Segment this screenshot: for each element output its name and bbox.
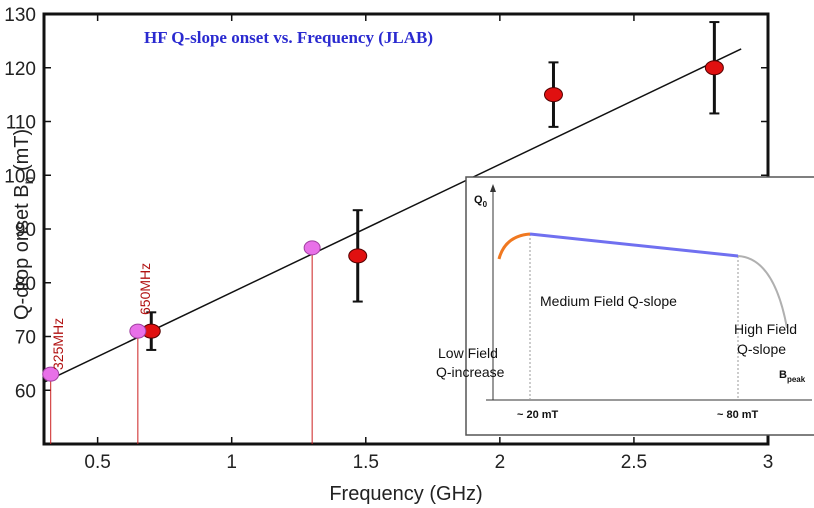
x-tick-label: 0.5 [84,452,110,473]
y-tick-label: 100 [4,166,36,187]
y-tick-label: 80 [15,274,36,295]
inset-label-low-field: Low Field [438,345,498,361]
inset-y-arrow [490,184,496,192]
inset-frame [465,176,814,436]
measured-point [543,87,563,103]
x-tick-label: 1.5 [353,452,379,473]
fit-line [43,48,742,383]
y-tick-label: 70 [15,328,36,349]
inset-low-field-curve [497,232,531,260]
label-650mhz: 650MHz [137,263,153,315]
inset-label-q-increase: Q-increase [436,364,505,380]
y-tick-label: 130 [4,5,36,26]
y-axis-title: Q-drop onset Bn (mT) [11,129,36,320]
inset-x-label: Bpeak [779,369,806,384]
inset-medium-field-line [529,232,739,258]
predicted-point [303,240,321,256]
inset-label-medium-field: Medium Field Q-slope [540,293,677,309]
inset-diagram: Q0 Bpeak Low Field Q-increase Medium Fie… [436,176,814,436]
x-tick-label: 3 [763,452,774,473]
y-tick-label: 90 [15,220,36,241]
inset-high-field-curve [737,255,788,329]
predicted-point [42,366,60,382]
y-tick-label: 110 [6,113,36,134]
x-tick-label: 2.5 [621,452,647,473]
inset-label-q-slope: Q-slope [737,341,786,357]
chart-title: HF Q-slope onset vs. Frequency (JLAB) [144,28,433,47]
data-points [42,60,724,382]
inset-label-high-field: High Field [734,321,797,337]
inset-y-label: Q0 [474,194,488,209]
y-tick-label: 60 [15,381,36,402]
predicted-point [129,323,147,339]
y-axis-ticks: 60 70 80 90 100 110 120 130 [4,5,768,402]
frequency-guide-lines [50,247,313,444]
x-axis-ticks: 0.5 1 1.5 2 2.5 3 [84,14,773,473]
y-tick-label: 120 [4,59,36,80]
x-tick-label: 2 [495,452,506,473]
inset-tick-80mt: ~ 80 mT [717,409,759,421]
measured-point [704,60,724,76]
measured-point [348,248,368,264]
x-tick-label: 1 [226,452,237,473]
x-axis-title: Frequency (GHz) [329,483,482,505]
label-325mhz: 325MHz [50,318,66,370]
inset-tick-20mt: ~ 20 mT [517,409,559,421]
